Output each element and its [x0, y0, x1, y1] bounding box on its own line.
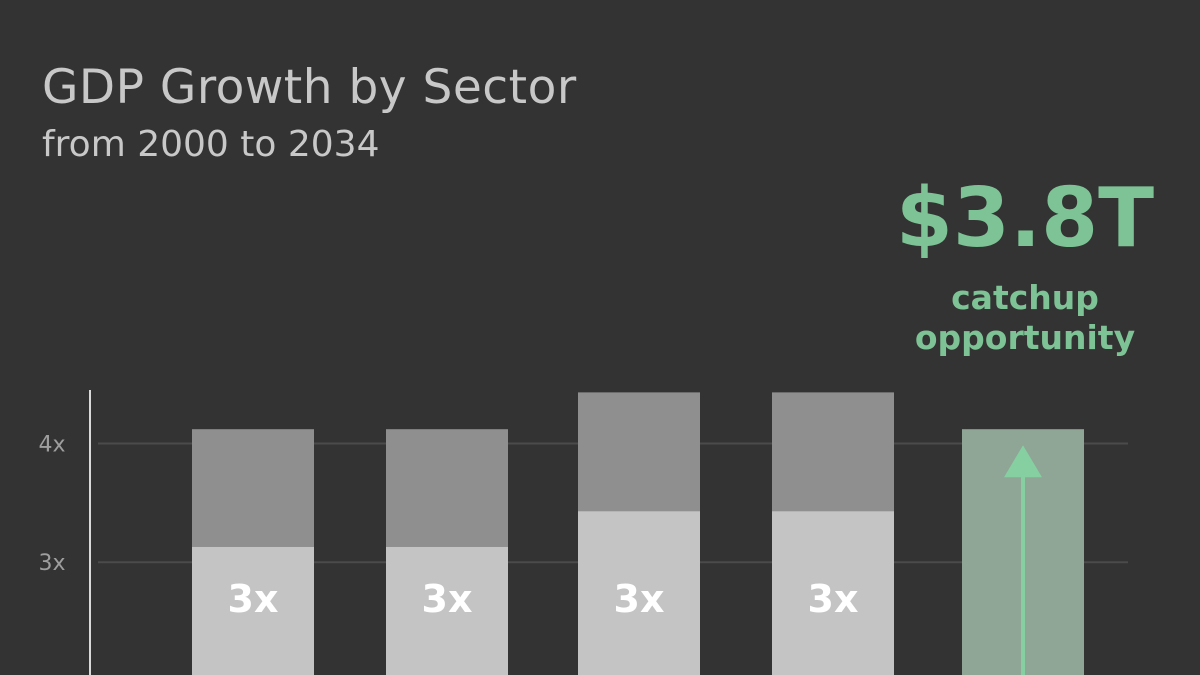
catchup-arrow-head [1004, 445, 1042, 478]
bar-base-segment [772, 511, 894, 675]
chart-title: GDP Growth by Sector [42, 60, 577, 115]
bar-base-segment [192, 546, 314, 675]
catchup-caption-line-2: opportunity [914, 318, 1136, 358]
catchup-caption: catchup opportunity [870, 278, 1180, 359]
bar-base-segment [386, 546, 508, 675]
chart-subtitle: from 2000 to 2034 [42, 124, 380, 165]
bar-value-label: 3x [808, 577, 859, 621]
bar-value-label: 3x [228, 577, 279, 621]
catchup-value: $3.8T [895, 171, 1155, 266]
bar-value-label: 3x [422, 577, 473, 621]
catchup-caption-line-1: catchup [951, 278, 1099, 317]
y-tick-label: 4x [38, 432, 65, 457]
bar-value-label: 3x [614, 577, 665, 621]
bar-top-segment [578, 392, 700, 512]
bar-top-segment [192, 429, 314, 547]
bar-top-segment [386, 429, 508, 547]
bar-base-segment [578, 511, 700, 675]
y-tick-label: 3x [38, 551, 65, 576]
bar-top-segment [772, 392, 894, 512]
